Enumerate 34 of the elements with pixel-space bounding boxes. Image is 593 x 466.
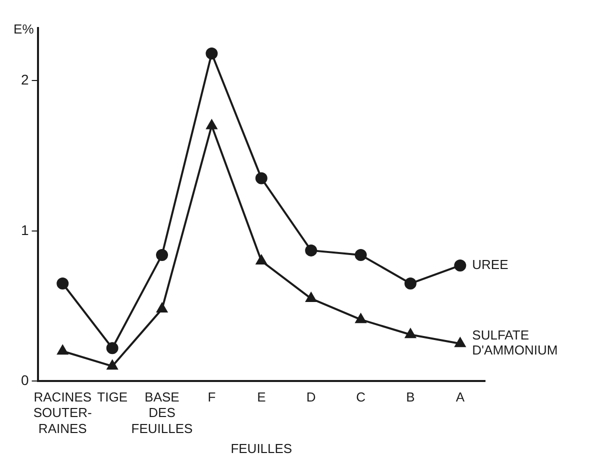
point [355,314,366,324]
x-tick-label: D [306,390,316,405]
y-tick-label: 0 [20,372,29,388]
text: FEUILLES [230,441,292,456]
series-label: UREE [472,257,509,272]
point [305,244,318,256]
point [256,254,267,264]
x-tick-label: TIGE [97,390,128,405]
point [404,278,416,290]
x-tick-label: E [257,390,266,405]
point [156,303,168,313]
x-tick-label: F [208,390,216,405]
point [56,278,69,290]
point [156,248,168,261]
point [405,328,416,338]
x-tick-label: A [456,390,465,405]
y-axis-title: E% [14,22,34,37]
point [106,342,118,354]
x-tick-label: B [406,390,415,405]
point [454,338,466,348]
y-tick-label: 2 [20,71,29,88]
point [255,172,268,184]
x-tick-label: RACINES SOUTER- RAINES [33,390,92,436]
series-label: SULFATE D'AMMONIUM [472,328,558,358]
point [306,292,316,302]
point [57,345,68,355]
point [206,48,218,60]
point [206,120,218,130]
y-tick-label: 1 [20,222,29,238]
point [454,259,466,272]
x-tick-label: BASE DES FEUILLES [131,390,194,436]
point [354,248,367,261]
x-tick-label: C [356,390,366,405]
point [106,360,118,370]
